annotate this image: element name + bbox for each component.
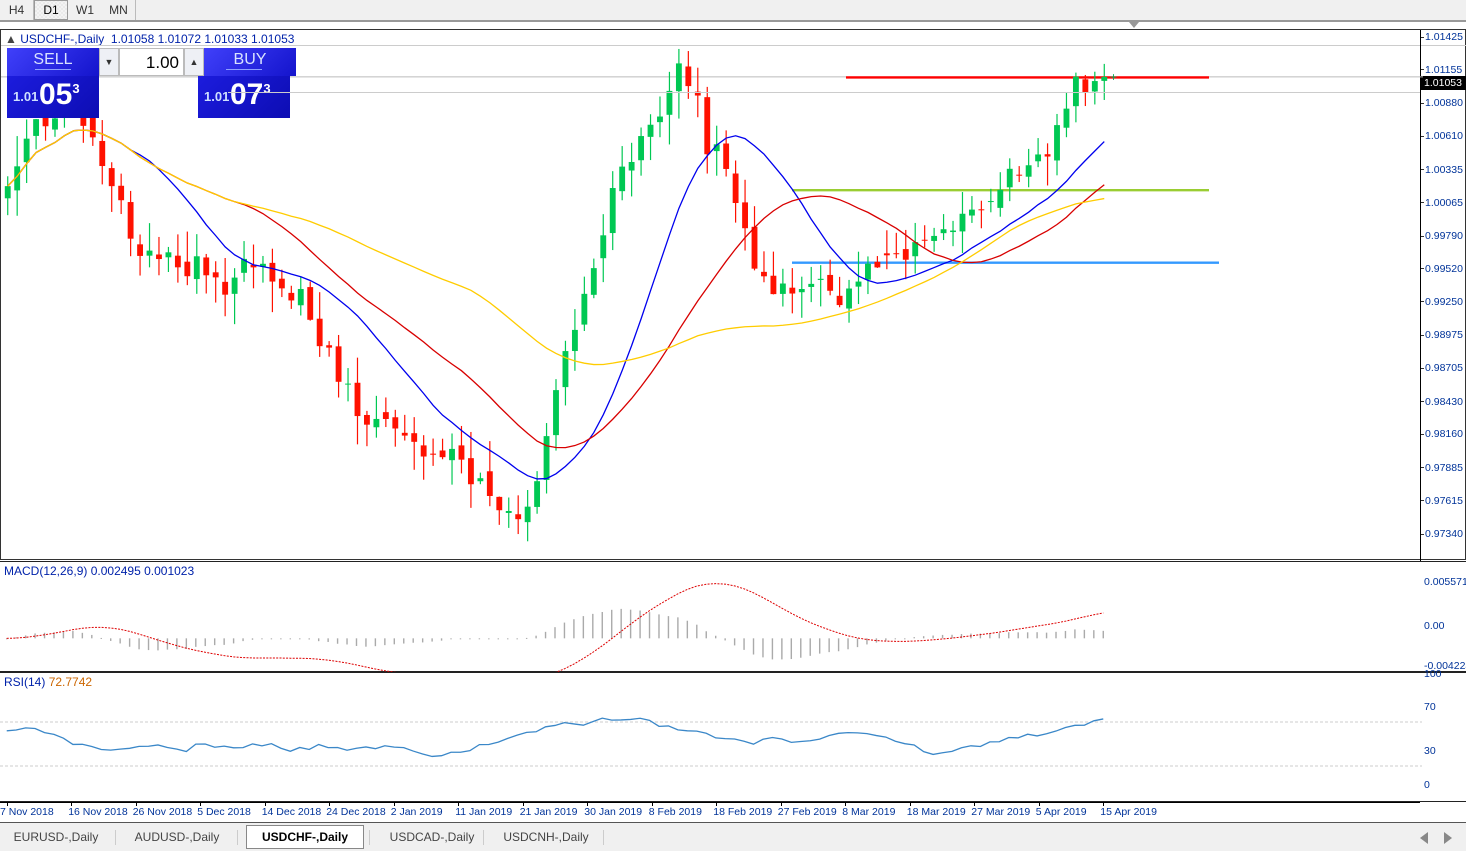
svg-text:+: +	[1110, 70, 1117, 84]
